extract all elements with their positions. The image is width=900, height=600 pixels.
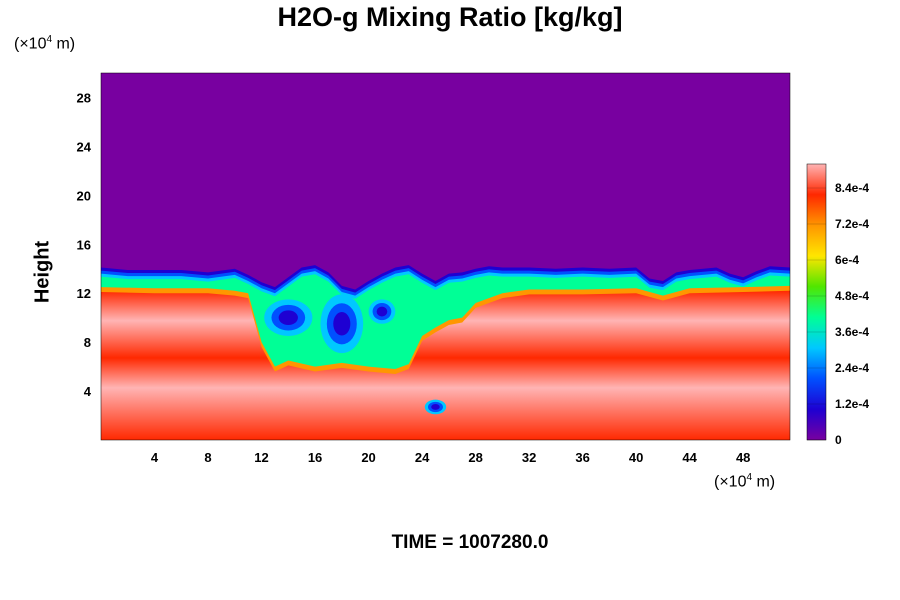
y-tick-label: 4: [84, 384, 92, 399]
heatmap-field: [101, 73, 790, 440]
y-tick-label: 20: [77, 188, 91, 203]
x-tick-label: 12: [254, 450, 268, 465]
x-tick-label: 24: [415, 450, 430, 465]
y-tick-label: 28: [77, 90, 91, 105]
y-unit-exponent: 4: [46, 34, 53, 45]
colorbar: [806, 163, 827, 441]
chart-title: H2O-g Mixing Ratio [kg/kg]: [277, 2, 623, 32]
x-unit-prefix: (×10: [714, 473, 747, 491]
x-tick-label: 20: [361, 450, 375, 465]
x-unit-exponent: 4: [746, 472, 753, 483]
x-tick-label: 8: [204, 450, 211, 465]
dry-pocket-core-0: [278, 310, 298, 326]
x-tick-label: 32: [522, 450, 536, 465]
x-unit-suffix: m): [752, 473, 776, 491]
time-label: TIME = 1007280.0: [391, 532, 549, 553]
y-unit-prefix: (×10: [14, 35, 47, 53]
x-tick-label: 44: [682, 450, 697, 465]
x-tick-label: 4: [151, 450, 159, 465]
x-tick-label: 40: [629, 450, 643, 465]
colorbar-tick-label: 6e-4: [835, 253, 859, 267]
colorbar-tick-label: 0: [835, 433, 842, 447]
x-tick-label: 48: [736, 450, 750, 465]
plot-frame: [100, 72, 791, 441]
x-tick-label: 28: [468, 450, 482, 465]
colorbar-tick-label: 7.2e-4: [835, 217, 869, 231]
colorbar-tick-label: 8.4e-4: [835, 181, 869, 195]
colorbar-tick-label: 3.6e-4: [835, 325, 869, 339]
y-unit-suffix: m): [52, 35, 76, 53]
dry-pocket-core-3: [431, 404, 440, 410]
colorbar-tick-label: 2.4e-4: [835, 361, 869, 375]
y-tick-label: 12: [77, 286, 91, 301]
y-tick-label: 16: [77, 237, 91, 252]
moist-layer: [101, 290, 790, 440]
colorbar-tick-label: 1.2e-4: [835, 397, 869, 411]
dry-pocket-core-2: [376, 306, 388, 317]
colorbar-tick-label: 4.8e-4: [835, 289, 869, 303]
x-axis-unit: (×104 m): [714, 472, 775, 491]
dry-pocket-core-1: [333, 312, 351, 336]
x-tick-label: 16: [308, 450, 322, 465]
y-axis-unit: (×104 m): [14, 34, 75, 53]
x-tick-label: 36: [575, 450, 589, 465]
y-tick-label: 24: [77, 139, 92, 154]
y-tick-label: 8: [84, 335, 91, 350]
